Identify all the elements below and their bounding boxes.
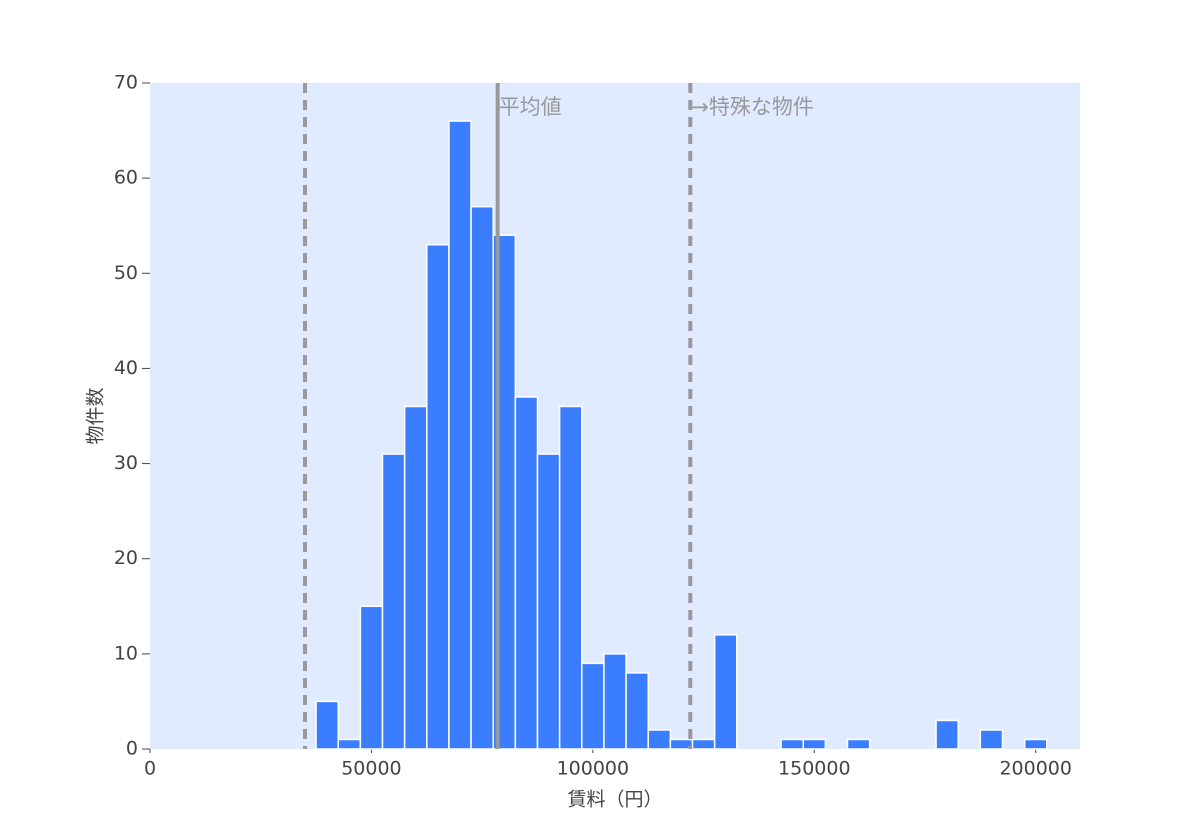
x-axis-label: 賃料（円） — [567, 789, 662, 811]
bar — [979, 729, 1004, 750]
y-tick-label: 20 — [114, 547, 138, 569]
bar — [846, 738, 871, 750]
bar — [558, 405, 583, 750]
bar — [426, 243, 450, 750]
bar — [536, 453, 561, 750]
bar — [780, 738, 804, 750]
bar — [691, 738, 716, 750]
y-axis-label: 物件数 — [85, 387, 107, 444]
bar — [514, 396, 539, 750]
bar — [381, 453, 406, 750]
bar — [581, 662, 605, 750]
bar — [470, 205, 494, 750]
reference-label: 平均値 — [499, 95, 562, 119]
bar — [448, 120, 472, 750]
x-tick-label: 50000 — [341, 758, 401, 780]
bar — [315, 700, 339, 750]
y-tick-label: 50 — [114, 262, 138, 284]
y-tick-label: 10 — [114, 642, 138, 664]
bar — [647, 729, 672, 750]
x-tick-label: 200000 — [999, 758, 1072, 780]
x-tick-label: 150000 — [778, 758, 851, 780]
bar — [802, 738, 827, 750]
x-tick-label: 0 — [144, 758, 156, 780]
bar — [603, 653, 627, 750]
bar — [337, 738, 362, 750]
y-tick-label: 70 — [114, 72, 138, 94]
y-tick-label: 30 — [114, 452, 138, 474]
bar — [403, 405, 428, 750]
reference-label: →特殊な物件 — [691, 95, 814, 119]
y-tick-label: 40 — [114, 357, 138, 379]
y-tick-label: 0 — [126, 738, 138, 760]
bar — [625, 672, 649, 750]
x-tick-label: 100000 — [557, 758, 630, 780]
bar — [935, 719, 959, 750]
bar — [713, 634, 738, 750]
bar — [359, 605, 384, 750]
bar — [1023, 738, 1048, 750]
y-tick-label: 60 — [114, 167, 138, 189]
plot-background — [150, 83, 1080, 749]
